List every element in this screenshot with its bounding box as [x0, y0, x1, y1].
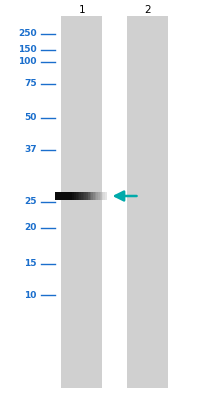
Bar — [69, 192, 70, 200]
Bar — [70, 192, 72, 200]
Text: 37: 37 — [24, 146, 37, 154]
Bar — [72, 192, 74, 200]
Text: 50: 50 — [24, 114, 37, 122]
Bar — [77, 192, 79, 200]
Bar — [103, 192, 104, 200]
Bar — [60, 192, 62, 200]
Text: 150: 150 — [18, 46, 37, 54]
Bar — [59, 192, 60, 200]
Text: 20: 20 — [24, 224, 37, 232]
Bar — [89, 192, 91, 200]
Bar — [98, 192, 99, 200]
Bar — [99, 192, 101, 200]
Bar — [81, 192, 82, 200]
Bar — [92, 192, 94, 200]
Bar — [74, 192, 75, 200]
Text: 10: 10 — [24, 291, 37, 300]
Bar — [65, 192, 67, 200]
Bar — [84, 192, 86, 200]
Bar — [96, 192, 98, 200]
Bar — [87, 192, 89, 200]
Bar — [67, 192, 69, 200]
Text: 100: 100 — [18, 58, 37, 66]
Bar — [61, 16, 102, 388]
Bar — [75, 192, 77, 200]
Bar — [57, 192, 59, 200]
Bar — [91, 192, 92, 200]
Bar — [94, 192, 96, 200]
Bar — [86, 192, 87, 200]
Text: 15: 15 — [24, 260, 37, 268]
Bar — [62, 192, 64, 200]
Bar — [79, 192, 81, 200]
Bar — [126, 16, 167, 388]
Text: 2: 2 — [144, 5, 150, 15]
Text: 250: 250 — [18, 30, 37, 38]
Text: 1: 1 — [78, 5, 85, 15]
Text: 25: 25 — [24, 198, 37, 206]
Bar — [64, 192, 65, 200]
Bar — [82, 192, 84, 200]
Bar — [55, 192, 57, 200]
Bar — [101, 192, 103, 200]
Text: 75: 75 — [24, 80, 37, 88]
Bar — [104, 192, 106, 200]
